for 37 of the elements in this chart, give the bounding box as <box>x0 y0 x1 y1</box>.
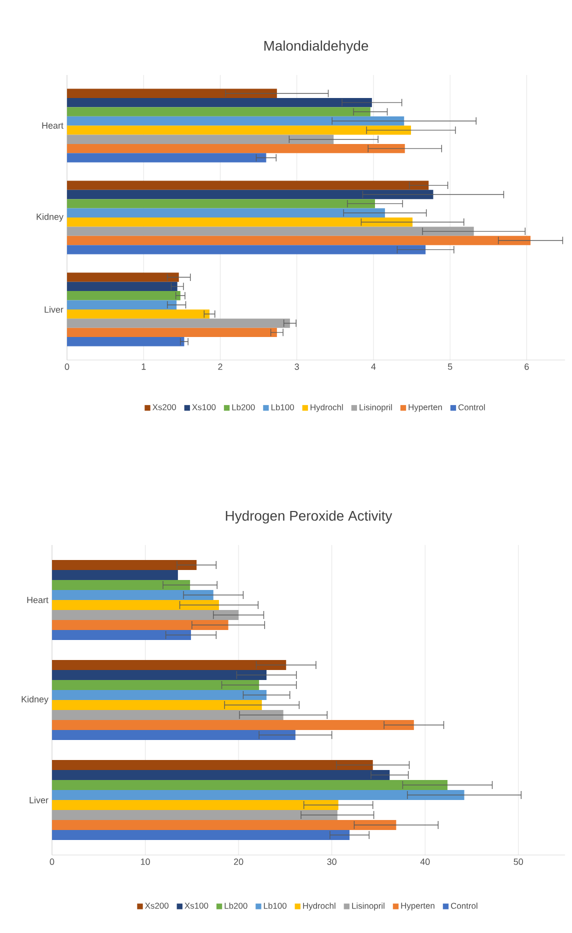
x-tick-label: 5 <box>448 364 452 370</box>
x-tick-label: 0 <box>64 364 70 370</box>
x-tick-label: 20 <box>234 858 244 865</box>
x-tick-label: 3 <box>294 364 299 370</box>
y-tick-label: Heart <box>42 122 64 129</box>
x-tick-label: 2 <box>218 364 222 370</box>
legend-label: Control <box>450 902 478 909</box>
y-tick-label: Kidney <box>36 213 64 222</box>
legend-label: Lb100 <box>264 902 286 909</box>
legend-label: Lb200 <box>232 404 255 410</box>
legend-label: Lisinopril <box>360 404 392 412</box>
y-tick-label: Liver <box>44 306 64 313</box>
x-tick-label: 6 <box>524 364 529 370</box>
legend-label: Xs200 <box>145 902 168 909</box>
x-tick-label: 30 <box>327 858 336 865</box>
legend-label: Hyperten <box>401 902 434 910</box>
x-tick-label: 50 <box>514 858 524 865</box>
legend-label: Lisinopril <box>352 902 384 910</box>
legend-label: Hydrochl <box>303 902 336 910</box>
legend-label: Lb200 <box>224 902 248 909</box>
legend-label: Control <box>458 404 485 410</box>
chart-title: Hydrogen Peroxide Activity <box>226 510 392 524</box>
legend-label: Xs100 <box>184 902 208 909</box>
chart-title: Malondialdehyde <box>264 40 368 54</box>
legend-label: Xs100 <box>192 404 216 410</box>
x-tick-label: 4 <box>371 364 376 370</box>
y-tick-label: Liver <box>30 796 48 804</box>
y-tick-label: Heart <box>27 596 48 604</box>
legend-label: Hydrochl <box>310 404 343 412</box>
legend-label: Xs200 <box>152 404 176 410</box>
x-tick-label: 40 <box>420 858 430 865</box>
legend-label: Hyperten <box>408 404 442 412</box>
legend-label: Lb100 <box>271 404 294 410</box>
x-tick-label: 10 <box>140 858 150 865</box>
y-tick-label: Kidney <box>22 696 48 704</box>
x-tick-label: 0 <box>50 858 54 865</box>
x-tick-label: 1 <box>142 364 146 370</box>
